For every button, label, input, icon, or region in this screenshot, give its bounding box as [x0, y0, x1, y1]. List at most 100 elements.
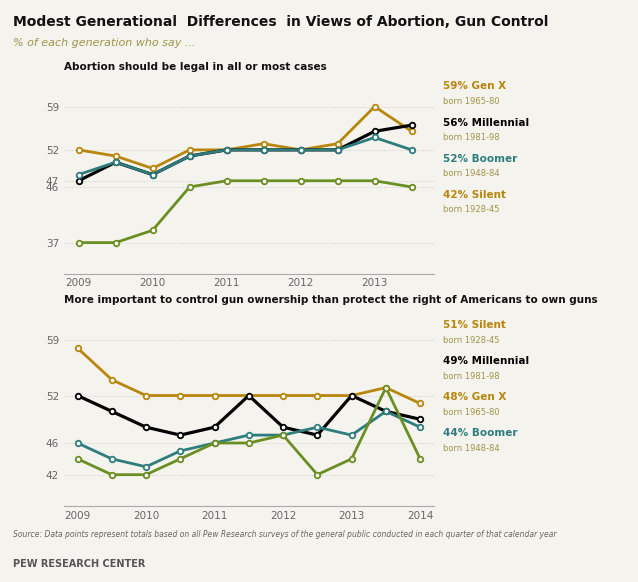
Point: [184, 146, 195, 155]
Point: [244, 431, 254, 440]
Point: [332, 146, 343, 155]
Text: PEW RESEARCH CENTER: PEW RESEARCH CENTER: [13, 559, 145, 569]
Point: [107, 470, 117, 480]
Text: Abortion should be legal in all or most cases: Abortion should be legal in all or most …: [64, 62, 327, 72]
Point: [221, 146, 232, 155]
Text: 56% Millennial: 56% Millennial: [443, 118, 530, 127]
Point: [346, 431, 357, 440]
Text: More important to control gun ownership than protect the right of Americans to o: More important to control gun ownership …: [64, 295, 597, 305]
Point: [312, 423, 322, 432]
Point: [258, 146, 269, 155]
Point: [107, 407, 117, 416]
Point: [312, 391, 322, 400]
Point: [332, 146, 343, 155]
Point: [147, 226, 158, 235]
Point: [415, 423, 426, 432]
Point: [406, 120, 417, 130]
Point: [258, 176, 269, 186]
Point: [175, 431, 186, 440]
Text: 42% Silent: 42% Silent: [443, 190, 507, 200]
Point: [72, 343, 82, 353]
Text: 52% Boomer: 52% Boomer: [443, 154, 517, 164]
Text: Modest Generational  Differences  in Views of Abortion, Gun Control: Modest Generational Differences in Views…: [13, 15, 548, 29]
Point: [346, 391, 357, 400]
Point: [175, 454, 186, 463]
Point: [278, 431, 288, 440]
Point: [381, 407, 391, 416]
Text: born 1981-98: born 1981-98: [443, 133, 500, 142]
Point: [369, 102, 380, 111]
Point: [141, 423, 151, 432]
Point: [258, 139, 269, 148]
Text: born 1948-84: born 1948-84: [443, 444, 500, 453]
Text: 49% Millennial: 49% Millennial: [443, 356, 530, 366]
Point: [110, 158, 121, 167]
Point: [141, 391, 151, 400]
Point: [175, 391, 186, 400]
Point: [312, 470, 322, 480]
Point: [295, 146, 306, 155]
Point: [244, 391, 254, 400]
Text: 59% Gen X: 59% Gen X: [443, 81, 507, 91]
Text: born 1928-45: born 1928-45: [443, 205, 500, 214]
Point: [369, 133, 380, 142]
Point: [278, 431, 288, 440]
Point: [175, 446, 186, 456]
Point: [369, 127, 380, 136]
Point: [312, 431, 322, 440]
Point: [369, 176, 380, 186]
Point: [107, 375, 117, 384]
Point: [295, 176, 306, 186]
Point: [147, 164, 158, 173]
Text: born 1965-80: born 1965-80: [443, 408, 500, 417]
Text: 44% Boomer: 44% Boomer: [443, 428, 518, 438]
Point: [244, 438, 254, 448]
Text: 48% Gen X: 48% Gen X: [443, 392, 507, 402]
Point: [184, 182, 195, 191]
Point: [415, 399, 426, 408]
Point: [73, 146, 84, 155]
Point: [381, 383, 391, 392]
Text: 51% Silent: 51% Silent: [443, 320, 507, 330]
Point: [415, 454, 426, 463]
Point: [73, 238, 84, 247]
Point: [346, 391, 357, 400]
Point: [278, 391, 288, 400]
Point: [141, 470, 151, 480]
Point: [346, 454, 357, 463]
Point: [147, 170, 158, 179]
Text: born 1948-84: born 1948-84: [443, 169, 500, 178]
Point: [332, 176, 343, 186]
Point: [107, 454, 117, 463]
Point: [147, 170, 158, 179]
Text: born 1965-80: born 1965-80: [443, 97, 500, 106]
Point: [406, 182, 417, 191]
Point: [72, 454, 82, 463]
Point: [72, 391, 82, 400]
Point: [141, 462, 151, 471]
Point: [221, 146, 232, 155]
Point: [258, 146, 269, 155]
Point: [381, 383, 391, 392]
Point: [73, 170, 84, 179]
Point: [209, 438, 219, 448]
Point: [110, 158, 121, 167]
Point: [295, 146, 306, 155]
Point: [184, 151, 195, 161]
Point: [110, 151, 121, 161]
Text: % of each generation who say ...: % of each generation who say ...: [13, 38, 195, 48]
Point: [72, 438, 82, 448]
Point: [209, 423, 219, 432]
Point: [381, 407, 391, 416]
Point: [184, 151, 195, 161]
Point: [209, 438, 219, 448]
Point: [209, 391, 219, 400]
Point: [332, 139, 343, 148]
Text: Source: Data points represent totals based on all Pew Research surveys of the ge: Source: Data points represent totals bas…: [13, 530, 556, 538]
Point: [295, 146, 306, 155]
Point: [110, 238, 121, 247]
Point: [415, 414, 426, 424]
Point: [221, 146, 232, 155]
Point: [244, 391, 254, 400]
Point: [221, 176, 232, 186]
